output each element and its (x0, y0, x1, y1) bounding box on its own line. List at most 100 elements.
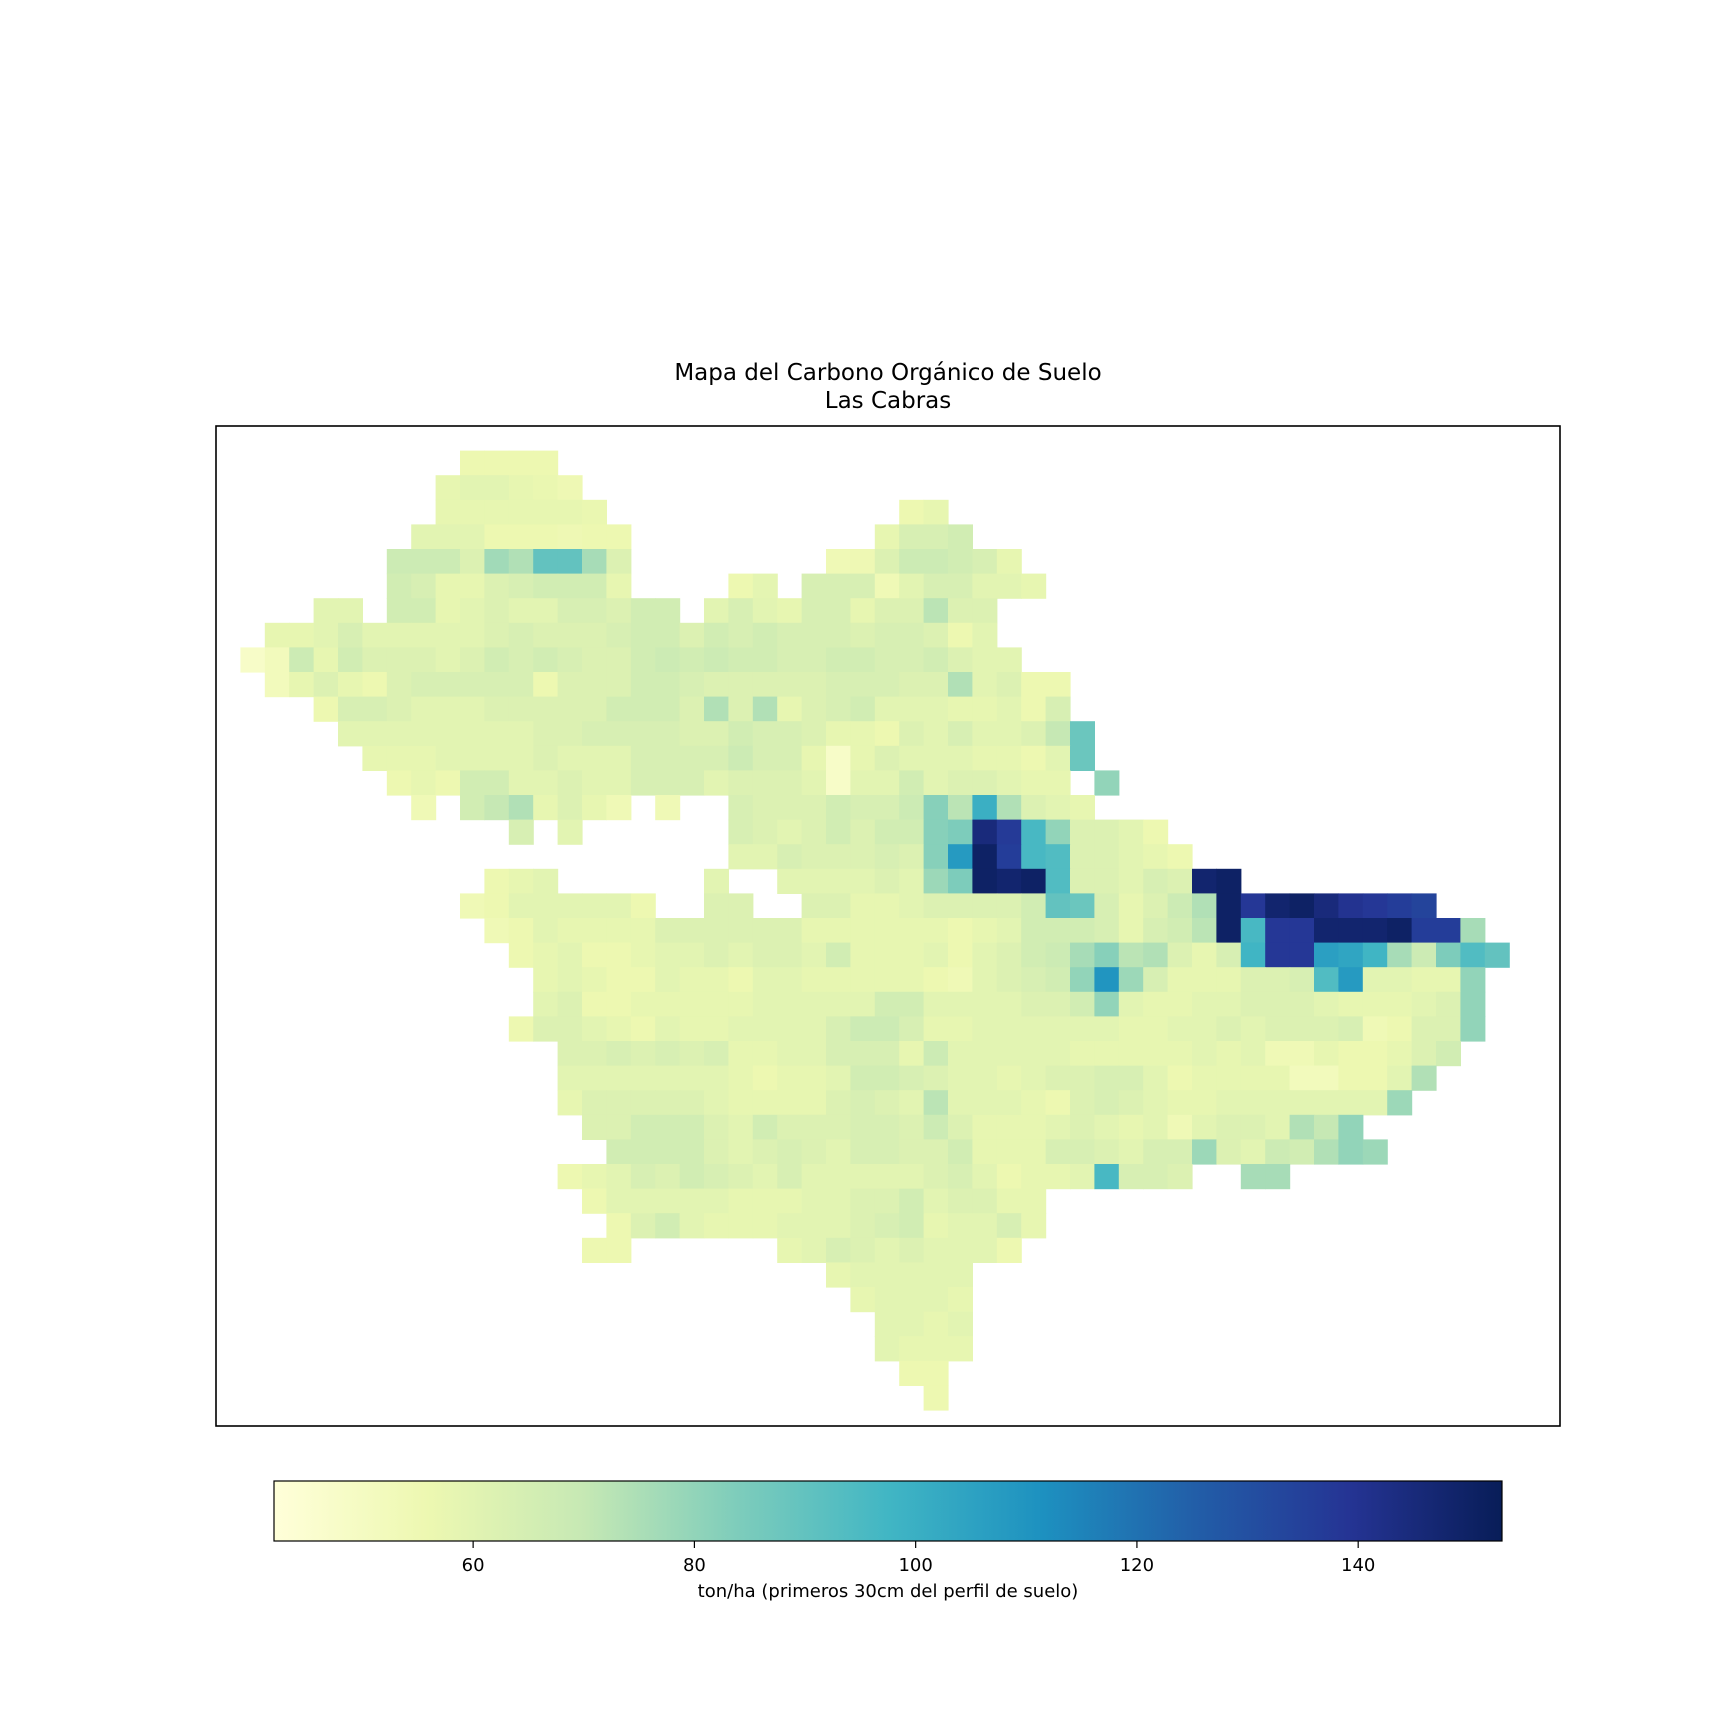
heatmap-cell (533, 598, 559, 624)
heatmap-cell (1387, 1016, 1413, 1042)
heatmap-cell (1045, 991, 1071, 1017)
heatmap-cell (850, 795, 876, 821)
heatmap-cell (923, 1287, 949, 1313)
heatmap-cell (1094, 1065, 1120, 1091)
heatmap-cell (533, 549, 559, 575)
heatmap-cell (728, 770, 754, 796)
heatmap-cell (1436, 1041, 1461, 1067)
heatmap-cell (386, 696, 412, 722)
heatmap-cell (923, 1065, 949, 1091)
heatmap-cell (826, 1090, 851, 1116)
heatmap-cell (557, 745, 583, 771)
heatmap-cell (752, 1065, 778, 1091)
heatmap-cell (777, 1114, 803, 1140)
heatmap-cell (850, 1114, 876, 1140)
heatmap-cell (826, 770, 851, 796)
heatmap-cell (1338, 1114, 1364, 1140)
heatmap-cell (411, 672, 437, 698)
heatmap-cell (874, 1237, 900, 1263)
heatmap-cell (533, 918, 559, 944)
heatmap-cell (289, 672, 315, 698)
heatmap-cell (801, 795, 827, 821)
heatmap-cell (996, 844, 1022, 870)
heatmap-cell (1070, 844, 1095, 870)
heatmap-cell (752, 770, 778, 796)
heatmap-cell (655, 1016, 681, 1042)
heatmap-cell (411, 721, 437, 747)
heatmap-cell (728, 622, 754, 648)
heatmap-cell (435, 647, 461, 673)
heatmap-cell (460, 696, 485, 722)
heatmap-cell (1436, 967, 1461, 993)
heatmap-cell (679, 1213, 705, 1239)
heatmap-cell (484, 672, 510, 698)
heatmap-cell (1021, 1090, 1047, 1116)
heatmap-cell (801, 868, 827, 894)
heatmap-cell (826, 598, 851, 624)
heatmap-cell (996, 1016, 1022, 1042)
heatmap-cell (533, 573, 559, 599)
heatmap-cell (533, 942, 559, 968)
heatmap-cell (1192, 1016, 1217, 1042)
heatmap-cell (752, 1164, 778, 1190)
heatmap-cell (679, 942, 705, 968)
heatmap-cell (606, 1237, 632, 1263)
heatmap-cell (1045, 795, 1071, 821)
heatmap-cell (435, 524, 461, 550)
heatmap-cell (582, 1188, 607, 1214)
heatmap-cell (826, 1188, 851, 1214)
heatmap-cell (411, 795, 437, 821)
heatmap-cell (874, 1016, 900, 1042)
heatmap-cell (996, 1041, 1022, 1067)
heatmap-cell (948, 745, 973, 771)
heatmap-cell (606, 549, 632, 575)
heatmap-cell (874, 819, 900, 845)
heatmap-cell (655, 598, 681, 624)
heatmap-cell (435, 622, 461, 648)
heatmap-cell (533, 622, 559, 648)
heatmap-cell (1045, 672, 1071, 698)
heatmap-cell (606, 918, 632, 944)
heatmap-cell (386, 573, 412, 599)
heatmap-cell (606, 696, 632, 722)
heatmap-cell (923, 819, 949, 845)
heatmap-cell (899, 1188, 925, 1214)
heatmap-cell (752, 745, 778, 771)
heatmap-cell (289, 647, 315, 673)
heatmap-cell (630, 721, 656, 747)
heatmap-cell (582, 721, 607, 747)
heatmap-cell (508, 549, 534, 575)
heatmap-cell (777, 745, 803, 771)
heatmap-cell (874, 991, 900, 1017)
heatmap-cell (1045, 1041, 1071, 1067)
heatmap-cell (1143, 893, 1169, 919)
heatmap-cell (923, 1385, 949, 1411)
heatmap-cell (777, 1213, 803, 1239)
heatmap-cell (899, 598, 925, 624)
heatmap-cell (874, 598, 900, 624)
heatmap-cell (630, 622, 656, 648)
heatmap-cell (679, 1188, 705, 1214)
heatmap-cell (435, 745, 461, 771)
heatmap-cell (484, 622, 510, 648)
heatmap-cell (728, 1139, 754, 1165)
heatmap-cell (655, 1041, 681, 1067)
heatmap-cell (1143, 1016, 1169, 1042)
heatmap-cell (630, 1041, 656, 1067)
heatmap-cell (874, 1188, 900, 1214)
heatmap-cell (1216, 868, 1242, 894)
heatmap-cell (1240, 991, 1266, 1017)
heatmap-cell (923, 1213, 949, 1239)
heatmap-cell (948, 1139, 973, 1165)
heatmap-cell (1045, 1016, 1071, 1042)
heatmap-cell (850, 549, 876, 575)
heatmap-cell (728, 893, 754, 919)
heatmap-cell (1216, 1114, 1242, 1140)
heatmap-cell (533, 967, 559, 993)
heatmap-cell (655, 1090, 681, 1116)
heatmap-cell (899, 1016, 925, 1042)
heatmap-cell (1338, 942, 1364, 968)
heatmap-cell (728, 819, 754, 845)
heatmap-cell (899, 1041, 925, 1067)
heatmap-cell (728, 647, 754, 673)
